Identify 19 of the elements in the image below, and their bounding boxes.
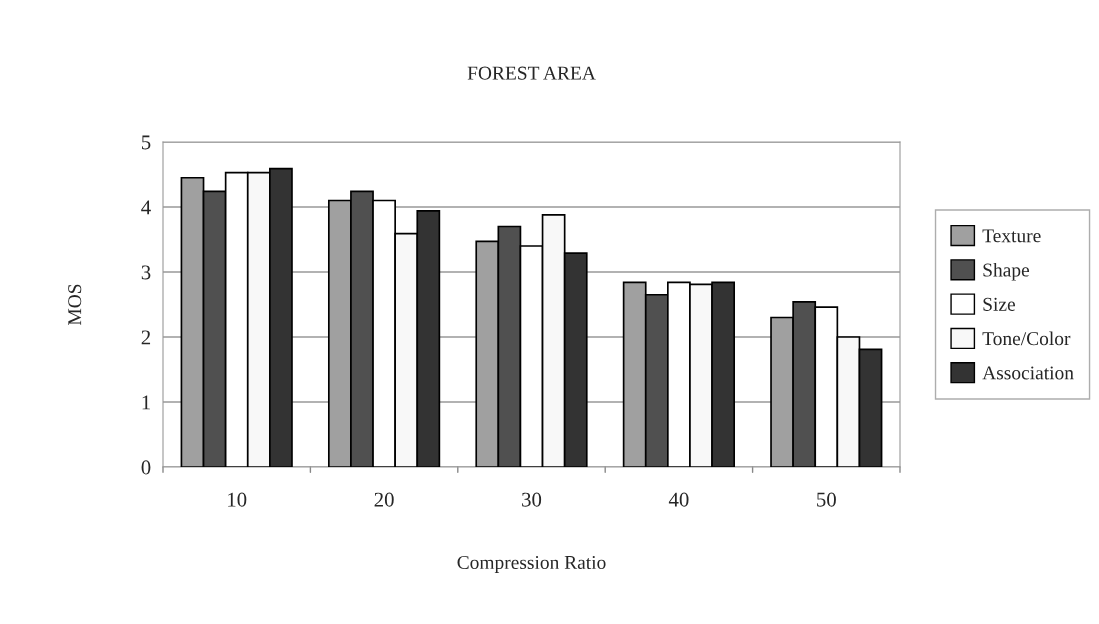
x-tick-label: 50 — [817, 492, 836, 507]
x-axis-title: Compression Ratio — [457, 555, 606, 573]
y-tick-label: 0 — [141, 460, 151, 475]
y-tick-label: 4 — [141, 200, 151, 215]
x-tick-label: 30 — [522, 492, 542, 507]
legend-label: Tone/Color — [982, 331, 1071, 346]
y-tick-label: 5 — [141, 135, 151, 150]
y-tick-label: 3 — [141, 265, 151, 280]
y-axis-title: MOS — [68, 284, 82, 326]
legend-label: Size — [983, 297, 1015, 311]
legend-label: Texture — [982, 229, 1041, 243]
y-tick-label: 2 — [141, 330, 151, 345]
x-tick-label: 40 — [668, 492, 689, 507]
legend-label: Association — [982, 366, 1074, 380]
y-tick-label: 1 — [142, 395, 150, 410]
legend-label: Shape — [983, 262, 1030, 281]
chart-title: FOREST AREA — [467, 66, 596, 80]
x-tick-label: 20 — [374, 492, 394, 507]
x-tick-label: 10 — [228, 492, 247, 507]
